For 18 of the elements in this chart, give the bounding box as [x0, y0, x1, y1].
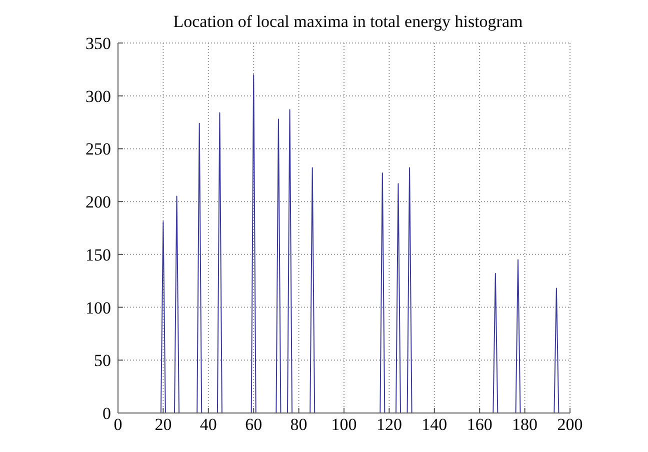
y-tick-label: 300	[86, 86, 111, 106]
x-tick-label: 160	[466, 415, 492, 434]
y-tick-label: 100	[86, 298, 111, 318]
chart-title: Location of local maxima in total energy histogram	[173, 12, 523, 31]
x-tick-label: 40	[200, 415, 217, 434]
y-tick-label: 150	[86, 245, 111, 264]
x-tick-label: 80	[290, 415, 308, 434]
y-tick-label: 200	[86, 192, 111, 212]
x-tick-label: 100	[331, 415, 357, 434]
x-tick-label: 180	[512, 415, 538, 434]
x-tick-label: 60	[245, 415, 262, 434]
y-tick-label: 350	[86, 34, 111, 54]
x-tick-label: 120	[376, 415, 402, 434]
x-tick-label: 140	[422, 415, 448, 434]
x-tick-label: 20	[154, 415, 172, 434]
y-tick-label: 50	[94, 351, 111, 370]
y-tick-label: 250	[86, 140, 111, 159]
x-tick-label: 200	[557, 415, 583, 434]
